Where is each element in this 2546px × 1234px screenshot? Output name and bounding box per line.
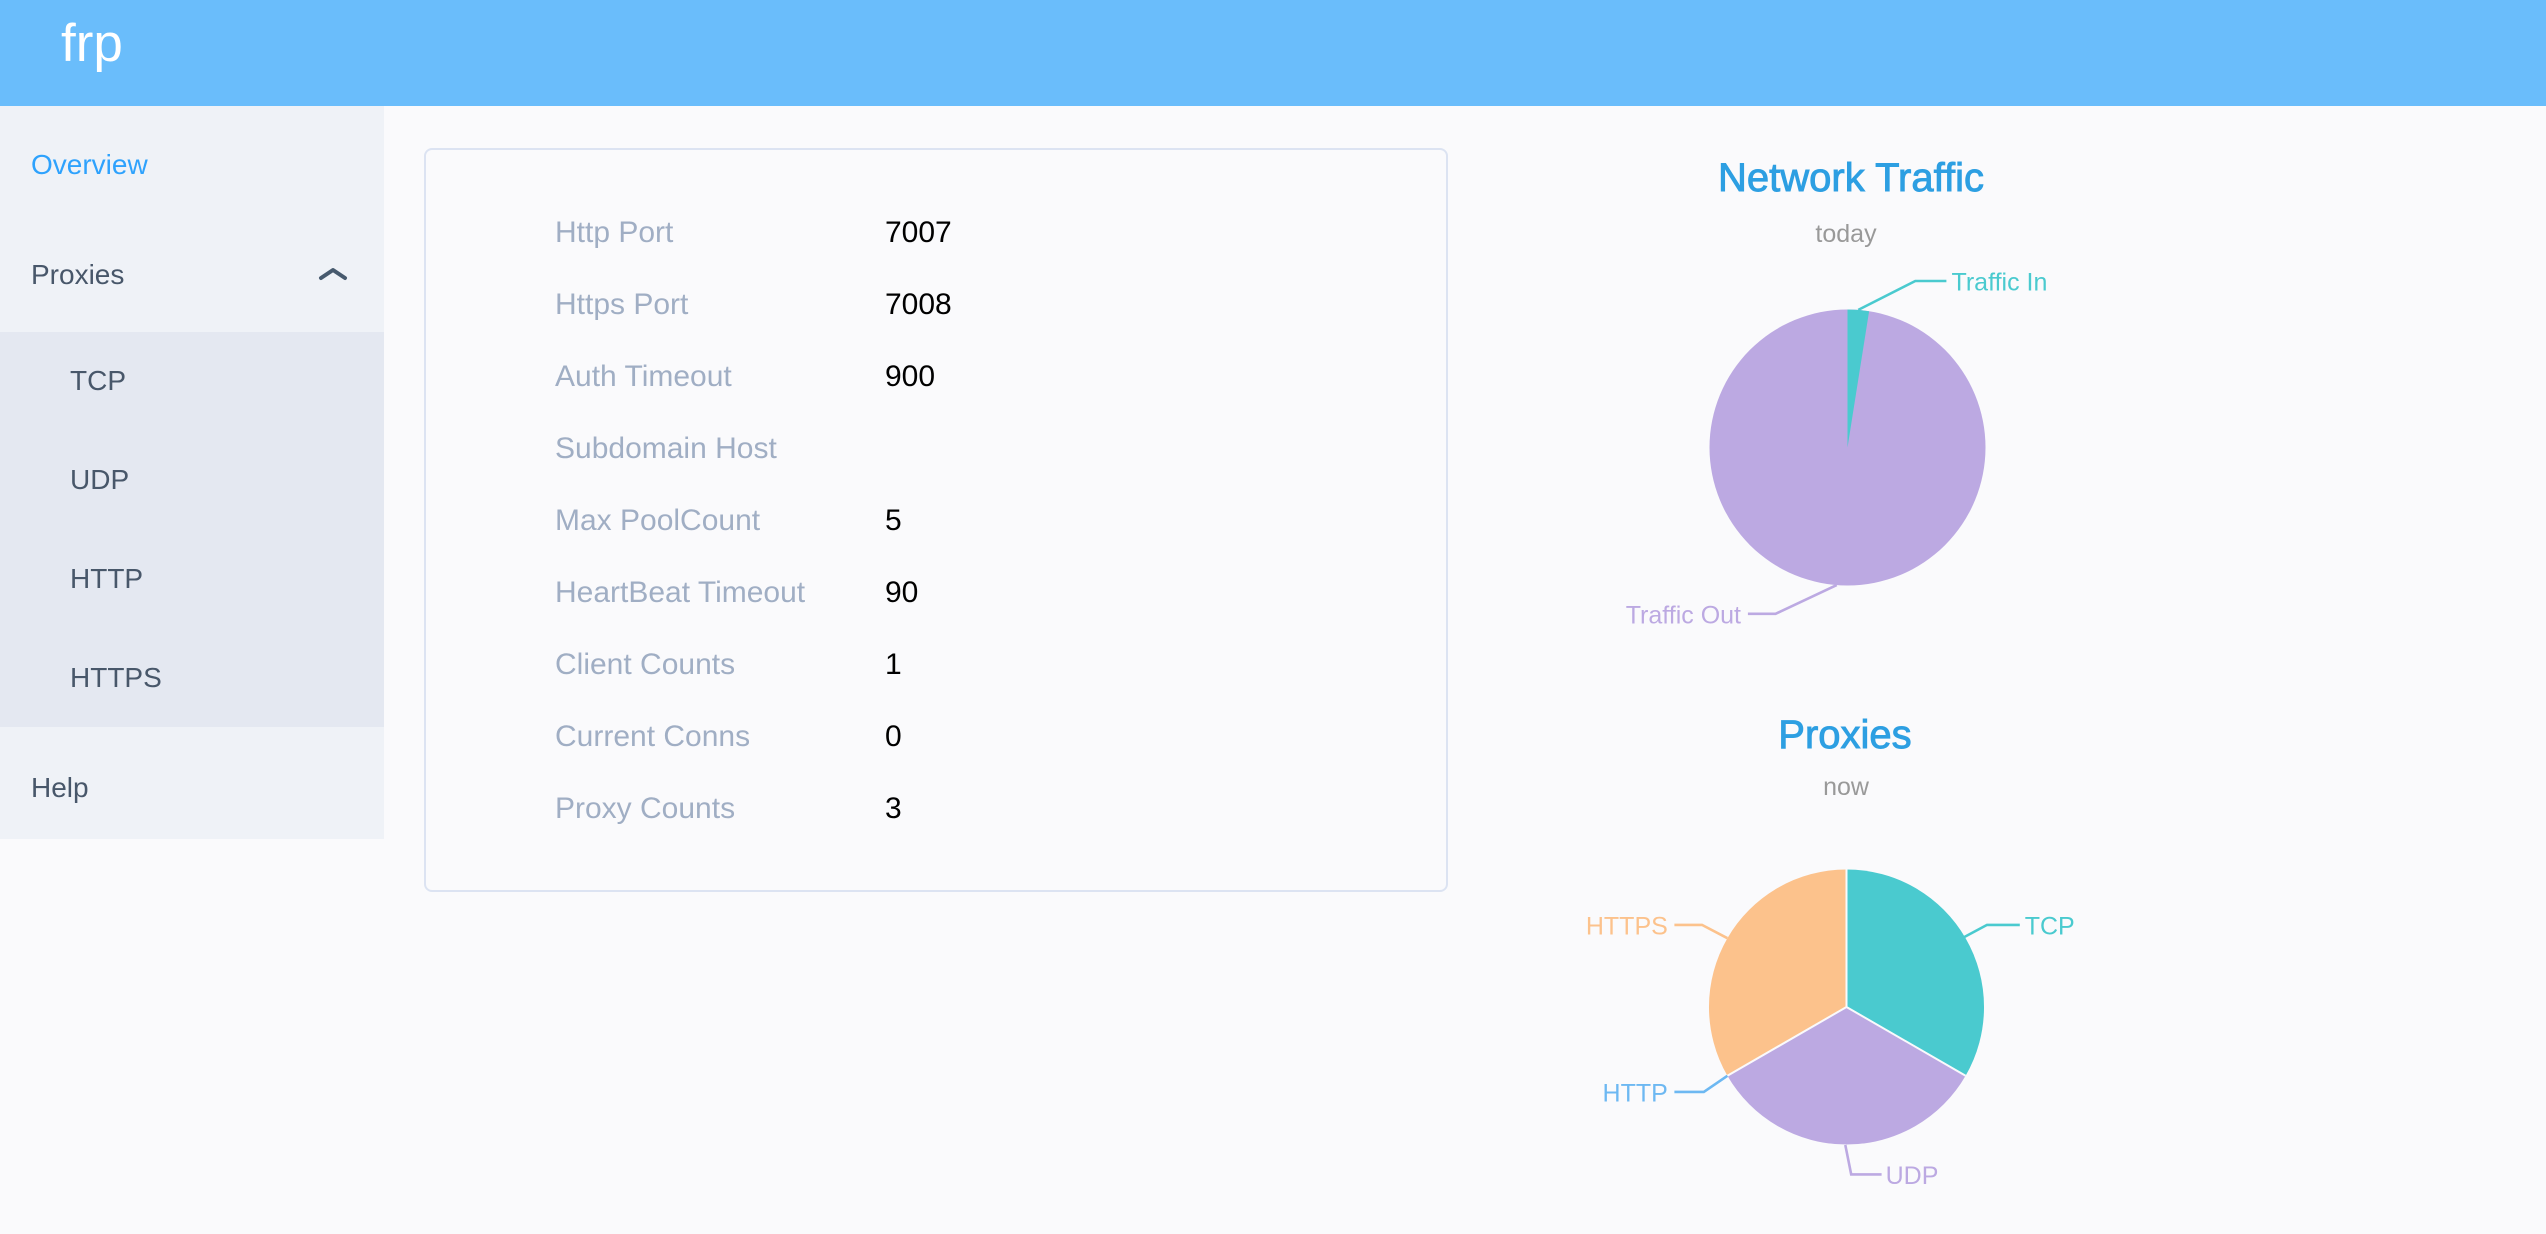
svg-text:Traffic In: Traffic In (1952, 269, 2048, 297)
svg-text:UDP: UDP (1886, 1162, 1939, 1190)
svg-text:TCP: TCP (2025, 912, 2075, 940)
svg-text:Traffic Out: Traffic Out (1626, 601, 1741, 629)
svg-text:HTTP: HTTP (1603, 1079, 1668, 1107)
svg-text:now: now (1823, 773, 1870, 801)
svg-text:Network Traffic: Network Traffic (1718, 156, 1984, 200)
svg-text:today: today (1815, 220, 1877, 248)
svg-text:HTTPS: HTTPS (1586, 912, 1668, 940)
svg-text:Proxies: Proxies (1778, 713, 1911, 757)
